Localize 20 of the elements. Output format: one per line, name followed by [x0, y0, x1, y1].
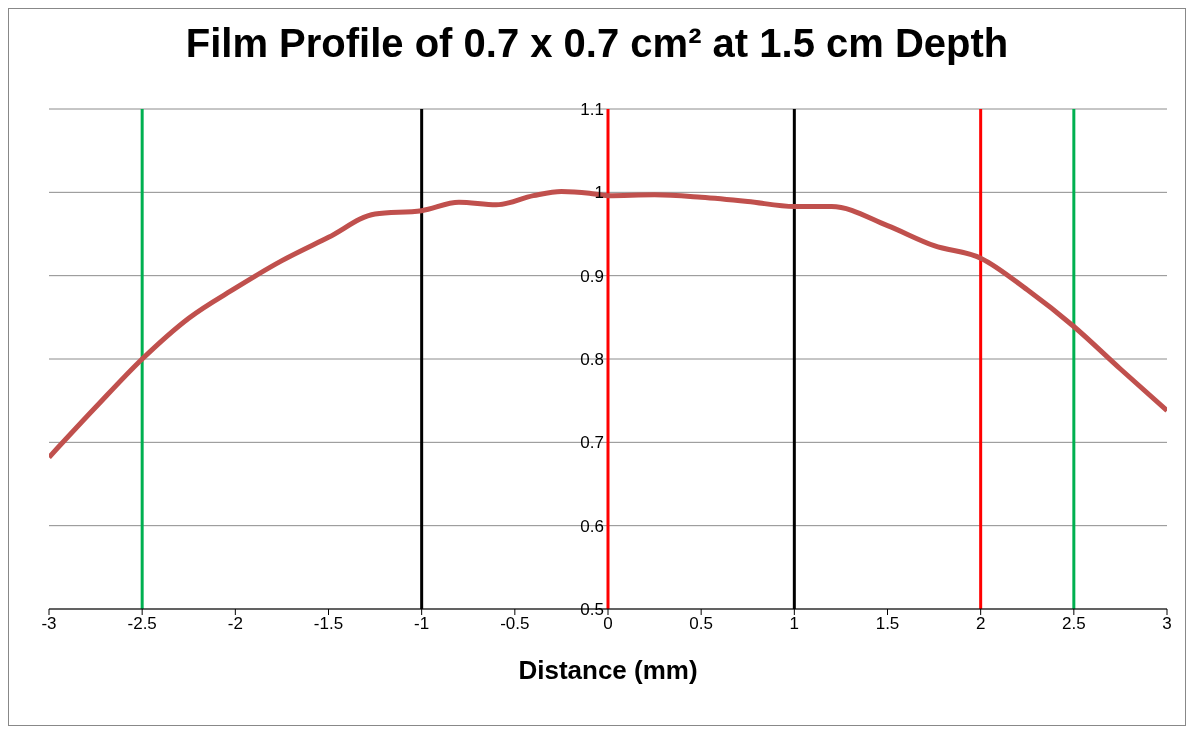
- x-tick-label: -1: [414, 614, 430, 634]
- x-tick-label: -0.5: [500, 614, 530, 634]
- y-tick-label: 0.6: [580, 516, 604, 536]
- y-tick-label: 0.9: [580, 266, 604, 286]
- x-tick-label: -1.5: [313, 614, 344, 634]
- x-tick-label: 1: [789, 614, 800, 634]
- y-tick-label: 0.8: [580, 350, 604, 369]
- x-tick-label: -2: [227, 614, 243, 634]
- x-axis-title: Distance (mm): [518, 655, 698, 685]
- x-tick-label: -2.5: [127, 614, 157, 634]
- x-tick-label: 3: [1162, 614, 1172, 634]
- x-tick-label: -3: [41, 614, 57, 634]
- y-tick-label: 0.7: [580, 433, 604, 453]
- x-tick-label: 0.5: [689, 614, 713, 634]
- chart-title: Film Profile of 0.7 x 0.7 cm² at 1.5 cm Depth: [184, 20, 1010, 67]
- x-tick-label: 1.5: [875, 614, 900, 634]
- x-tick-label: 2.5: [1062, 614, 1086, 634]
- x-tick-label: 0: [603, 614, 613, 634]
- x-tick-label: 2: [975, 614, 986, 634]
- y-tick-label: 1.1: [580, 100, 604, 119]
